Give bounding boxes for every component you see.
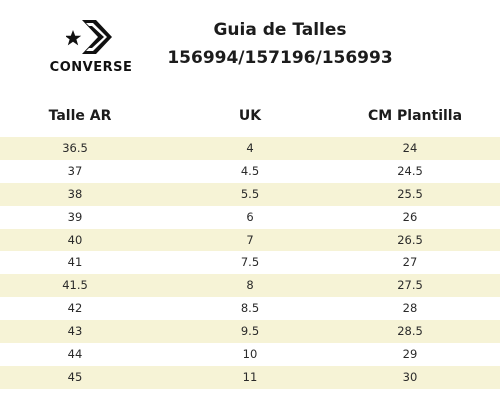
cell-talle-ar: 36.5 xyxy=(62,141,88,155)
table-row: 45 11 30 xyxy=(0,365,500,389)
cell-talle-ar: 41.5 xyxy=(62,278,88,293)
cell-cm-plantilla: 26 xyxy=(402,209,418,224)
table-row: 41 7.5 27 xyxy=(0,251,500,274)
cell-uk: 4.5 xyxy=(240,163,260,178)
cell-cm-plantilla: 28.5 xyxy=(397,324,423,339)
cell-talle-ar: 38 xyxy=(67,186,83,201)
table-row: 37 4.5 24.5 xyxy=(0,160,500,183)
cell-uk: 11 xyxy=(242,369,258,384)
cell-talle-ar: 42 xyxy=(67,301,83,316)
cell-cm-plantilla: 30 xyxy=(402,369,418,384)
brand-wordmark: CONVERSE xyxy=(49,60,133,75)
table-row: 38 5.5 25.5 xyxy=(0,182,500,206)
cell-uk: 9.5 xyxy=(240,324,260,339)
cell-talle-ar: 43 xyxy=(67,324,83,339)
cell-uk: 4 xyxy=(246,141,254,155)
table-row: 43 9.5 28.5 xyxy=(0,320,500,344)
cell-uk: 7 xyxy=(246,232,254,247)
column-header-uk: UK xyxy=(238,108,262,124)
cell-uk: 8 xyxy=(246,278,254,293)
model-numbers: 156994/157196/156993 xyxy=(167,48,393,68)
cell-uk: 8.5 xyxy=(240,301,260,316)
cell-cm-plantilla: 24 xyxy=(402,141,418,155)
cell-cm-plantilla: 25.5 xyxy=(397,186,423,201)
cell-talle-ar: 45 xyxy=(67,369,83,384)
cell-cm-plantilla: 24.5 xyxy=(397,163,423,178)
cell-talle-ar: 40 xyxy=(67,232,83,247)
cell-cm-plantilla: 26.5 xyxy=(397,232,423,247)
cell-talle-ar: 44 xyxy=(67,347,83,362)
table-row: 41.5 8 27.5 xyxy=(0,274,500,298)
table-row: 36.5 4 24 xyxy=(0,137,500,160)
column-header-talle-ar: Talle AR xyxy=(48,108,112,124)
cell-talle-ar: 41 xyxy=(67,255,83,270)
table-row: 39 6 26 xyxy=(0,206,500,229)
converse-logo: CONVERSE xyxy=(46,18,136,78)
size-table: 36.5 4 24 37 4.5 24.5 38 5.5 25.5 39 6 2… xyxy=(0,137,500,389)
cell-cm-plantilla: 27 xyxy=(402,255,418,270)
table-row: 44 10 29 xyxy=(0,343,500,366)
column-header-cm-plantilla: CM Plantilla xyxy=(367,108,463,124)
cell-uk: 5.5 xyxy=(240,186,260,201)
cell-cm-plantilla: 27.5 xyxy=(397,278,423,293)
page-title: Guia de Talles xyxy=(213,20,347,40)
cell-talle-ar: 39 xyxy=(67,209,83,224)
converse-star-chevron-icon xyxy=(66,20,112,54)
table-row: 42 8.5 28 xyxy=(0,297,500,320)
cell-uk: 7.5 xyxy=(240,255,260,270)
cell-uk: 10 xyxy=(242,347,258,362)
cell-uk: 6 xyxy=(246,209,254,224)
table-row: 40 7 26.5 xyxy=(0,228,500,252)
cell-talle-ar: 37 xyxy=(67,163,83,178)
cell-cm-plantilla: 29 xyxy=(402,347,418,362)
cell-cm-plantilla: 28 xyxy=(402,301,418,316)
